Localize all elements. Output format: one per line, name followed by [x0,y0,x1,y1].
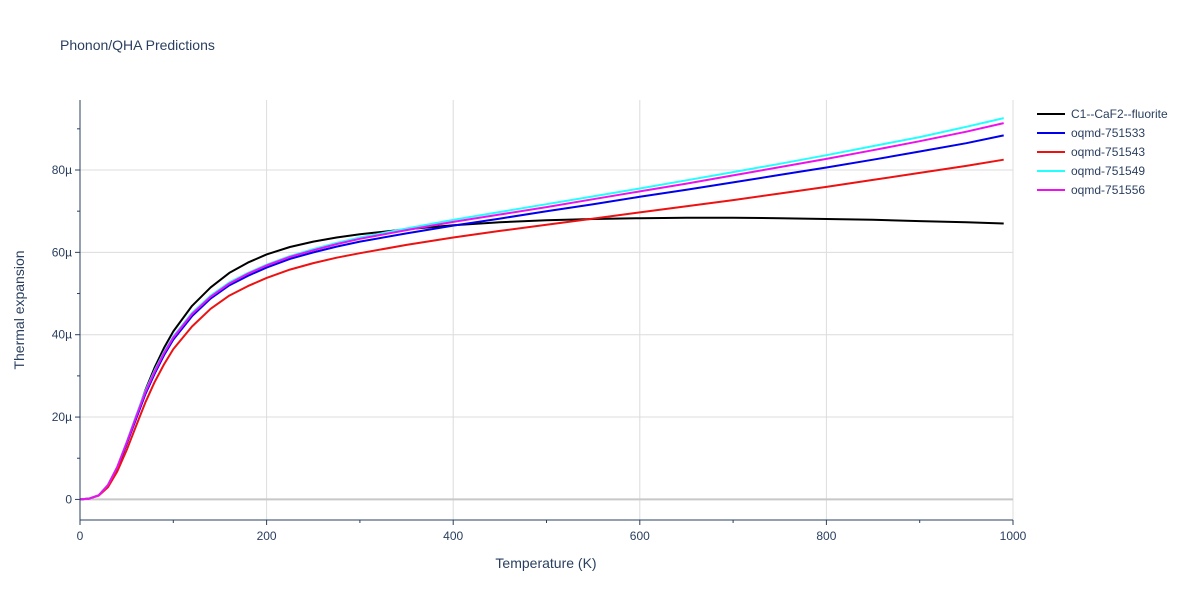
legend-label: oqmd-751549 [1071,164,1145,178]
legend[interactable]: C1--CaF2--fluorite oqmd-751533 oqmd-751543… [1037,107,1168,197]
y-tick-label: 0 [65,492,72,506]
legend-label: C1--CaF2--fluorite [1071,107,1168,121]
series-lines [79,117,1004,501]
legend-item[interactable]: oqmd-751549 [1037,164,1145,178]
grid [80,100,1014,520]
legend-label: oqmd-751556 [1071,183,1145,197]
series-line-c1-caf2-fluorite[interactable] [79,216,1004,501]
plot-area[interactable] [79,100,1014,521]
x-tick-label: 200 [257,529,277,543]
y-tick-label: 40µ [52,328,72,342]
series-line-oqmd-751556[interactable] [79,122,1004,501]
chart-title: Phonon/QHA Predictions [60,37,215,53]
legend-label: oqmd-751543 [1071,145,1145,159]
legend-item[interactable]: C1--CaF2--fluorite [1037,107,1168,121]
x-axis-ticks: 0 200 400 600 800 1000 [77,520,1027,543]
x-tick-label: 0 [77,529,84,543]
x-tick-label: 800 [816,529,836,543]
y-tick-label: 80µ [52,163,72,177]
legend-item[interactable]: oqmd-751533 [1037,126,1145,140]
x-tick-label: 400 [443,529,463,543]
y-tick-label: 20µ [52,410,72,424]
y-axis-ticks: 0 20µ 40µ 60µ 80µ [52,128,80,506]
series-line-oqmd-751533[interactable] [79,134,1004,501]
y-tick-label: 60µ [52,245,72,259]
y-axis-label: Thermal expansion [11,250,27,369]
x-tick-label: 1000 [1000,529,1027,543]
legend-item[interactable]: oqmd-751556 [1037,183,1145,197]
series-line-oqmd-751543[interactable] [79,158,1004,501]
legend-label: oqmd-751533 [1071,126,1145,140]
x-tick-label: 600 [630,529,650,543]
legend-item[interactable]: oqmd-751543 [1037,145,1145,159]
series-line-oqmd-751549[interactable] [79,117,1004,501]
x-axis-label: Temperature (K) [495,555,596,571]
